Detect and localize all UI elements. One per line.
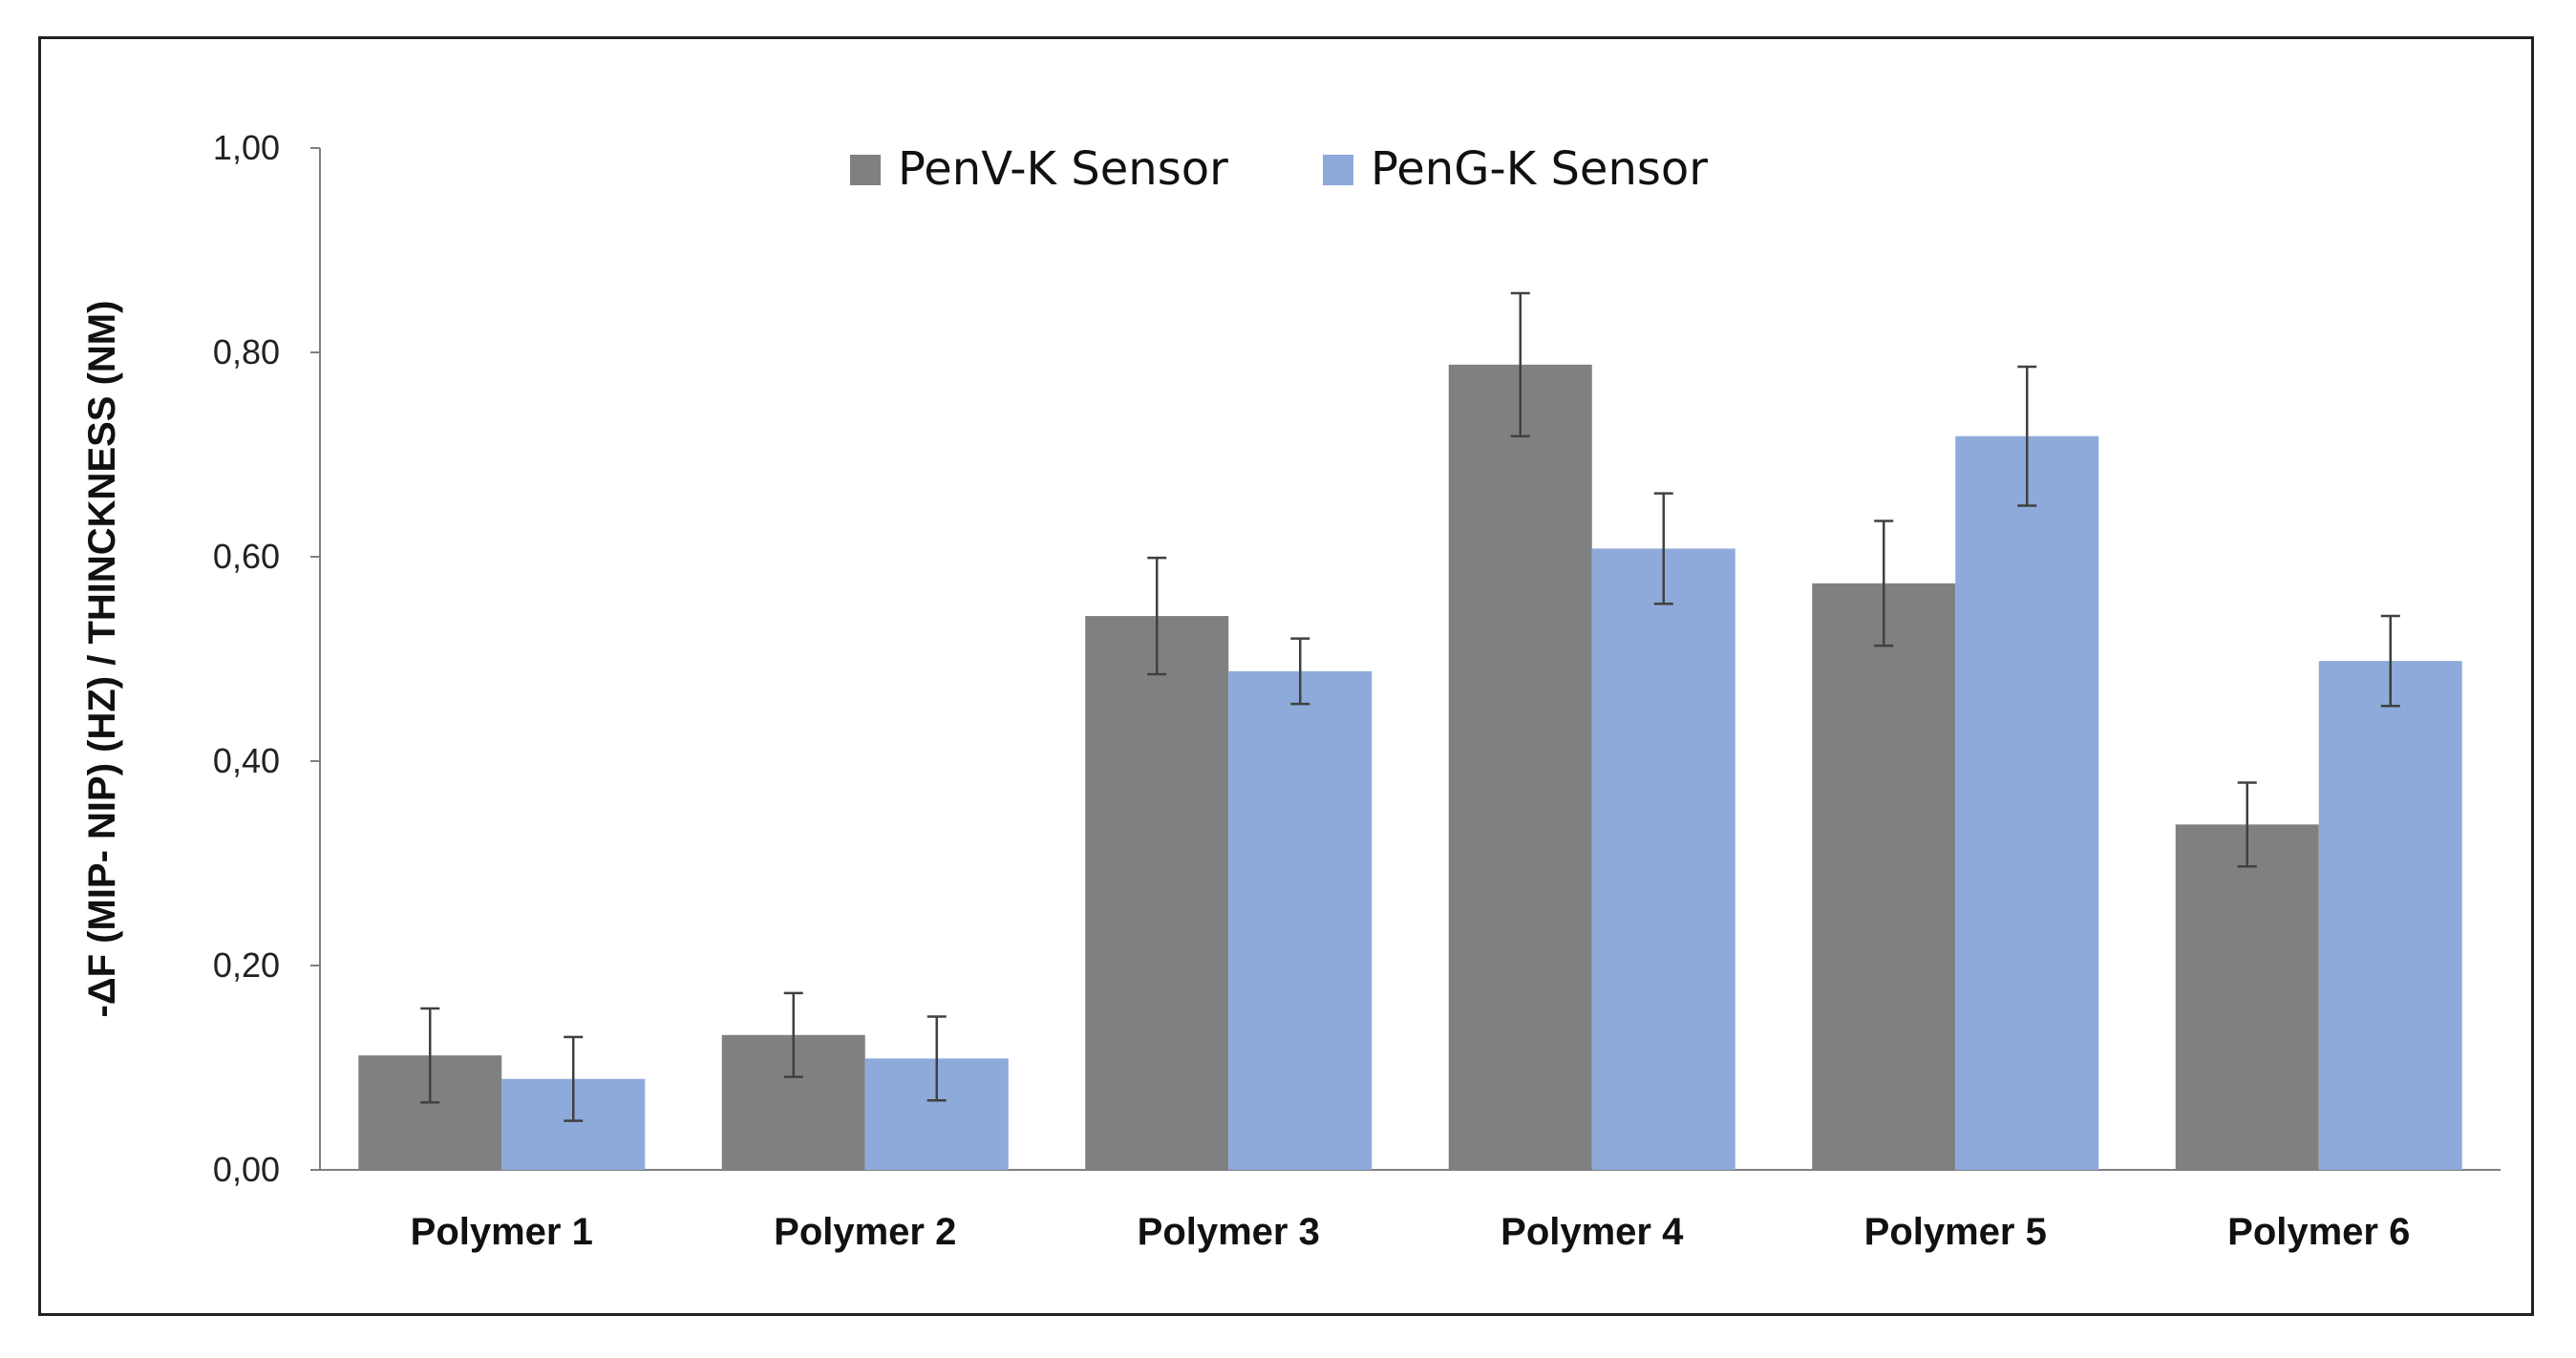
x-tick-label: Polymer 4 (1501, 1211, 1684, 1253)
error-bar (420, 1007, 440, 1104)
error-bar (2017, 365, 2037, 507)
bars-group (358, 291, 2462, 1171)
y-axis: 0,00 0,20 0,40 0,60 0,80 1,00 (213, 128, 321, 1189)
error-bar (1510, 291, 1530, 437)
error-bar (2380, 614, 2400, 708)
bar-peng-k-sensor-6 (2318, 661, 2462, 1170)
bar-penv-k-sensor-6 (2175, 824, 2319, 1170)
bar-peng-k-sensor-4 (1591, 548, 1735, 1170)
x-tick-label: Polymer 5 (1864, 1211, 2047, 1253)
bar-peng-k-sensor-3 (1228, 670, 1373, 1170)
bar-penv-k-sensor-4 (1448, 364, 1592, 1171)
x-tick-label: Polymer 1 (411, 1211, 593, 1253)
x-tick-label: Polymer 2 (774, 1211, 956, 1253)
error-bar (783, 991, 803, 1078)
legend-label: PenG-K Sensor (1371, 142, 1708, 196)
x-axis: Polymer 1 Polymer 2 Polymer 3 Polymer 4 Poly… (320, 1169, 2501, 1253)
error-bar (564, 1035, 584, 1122)
legend-swatch (850, 155, 881, 185)
bar-penv-k-sensor-3 (1085, 616, 1229, 1170)
y-axis-title: -ΔF (MIP- NIP) (HZ) / THINCKNESS (NM) (81, 301, 123, 1018)
y-tick-label: 0,60 (213, 537, 280, 576)
error-bar (1147, 556, 1167, 676)
x-tick-label: Polymer 6 (2227, 1211, 2410, 1253)
y-tick-label: 0,00 (213, 1150, 280, 1189)
y-tick-label: 0,80 (213, 332, 280, 371)
legend-label: PenV-K Sensor (898, 142, 1228, 196)
y-tick-label: 0,40 (213, 741, 280, 780)
error-bar (1653, 492, 1673, 605)
y-tick-label: 0,20 (213, 945, 280, 985)
bar-penv-k-sensor-5 (1812, 583, 1956, 1170)
bar-peng-k-sensor-5 (1955, 435, 2099, 1170)
legend: PenV-K Sensor PenG-K Sensor (850, 142, 1708, 196)
legend-swatch (1323, 155, 1353, 185)
y-tick-label: 1,00 (213, 128, 280, 167)
x-tick-label: Polymer 3 (1138, 1211, 1320, 1253)
error-bar (1290, 637, 1310, 706)
error-bar (926, 1015, 947, 1102)
error-bar (1874, 520, 1894, 647)
error-bar (2237, 781, 2257, 868)
